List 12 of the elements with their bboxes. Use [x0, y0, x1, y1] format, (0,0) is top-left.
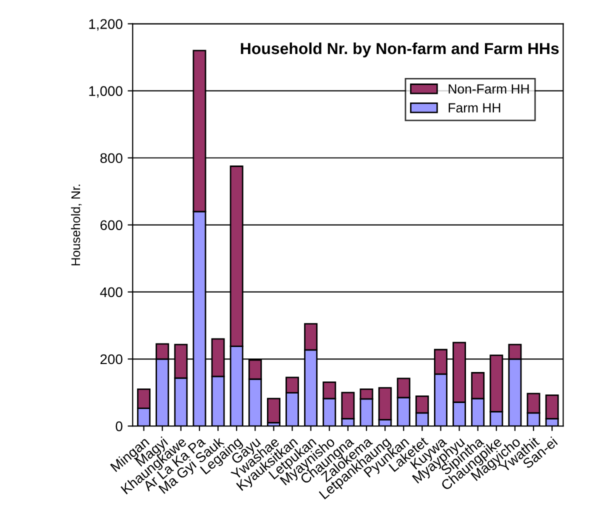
y-tick-label: 600 [100, 220, 122, 230]
y-tick-label: 1,200 [89, 19, 122, 31]
legend-label: Non-Farm HH [448, 84, 529, 94]
y-axis-title: Household, Nr. [70, 184, 82, 266]
bar [266, 398, 280, 424]
y-tick-label: 400 [100, 287, 122, 298]
legend-label: Farm HH [448, 103, 500, 113]
y-tick-label: 1,000 [89, 86, 122, 98]
y-tick-label: 800 [100, 153, 122, 164]
text: Household Nr. by Non-farm and Farm HHs [240, 42, 559, 58]
y-tick-label: 0 [116, 421, 122, 432]
y-tick-label: 200 [100, 354, 122, 364]
